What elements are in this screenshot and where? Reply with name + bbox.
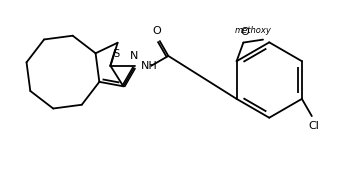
Text: NH: NH — [141, 61, 158, 71]
Text: N: N — [130, 52, 138, 62]
Text: methoxy: methoxy — [235, 26, 272, 35]
Text: S: S — [114, 49, 120, 59]
Text: O: O — [240, 27, 249, 37]
Text: O: O — [152, 26, 161, 36]
Text: Cl: Cl — [308, 121, 319, 131]
